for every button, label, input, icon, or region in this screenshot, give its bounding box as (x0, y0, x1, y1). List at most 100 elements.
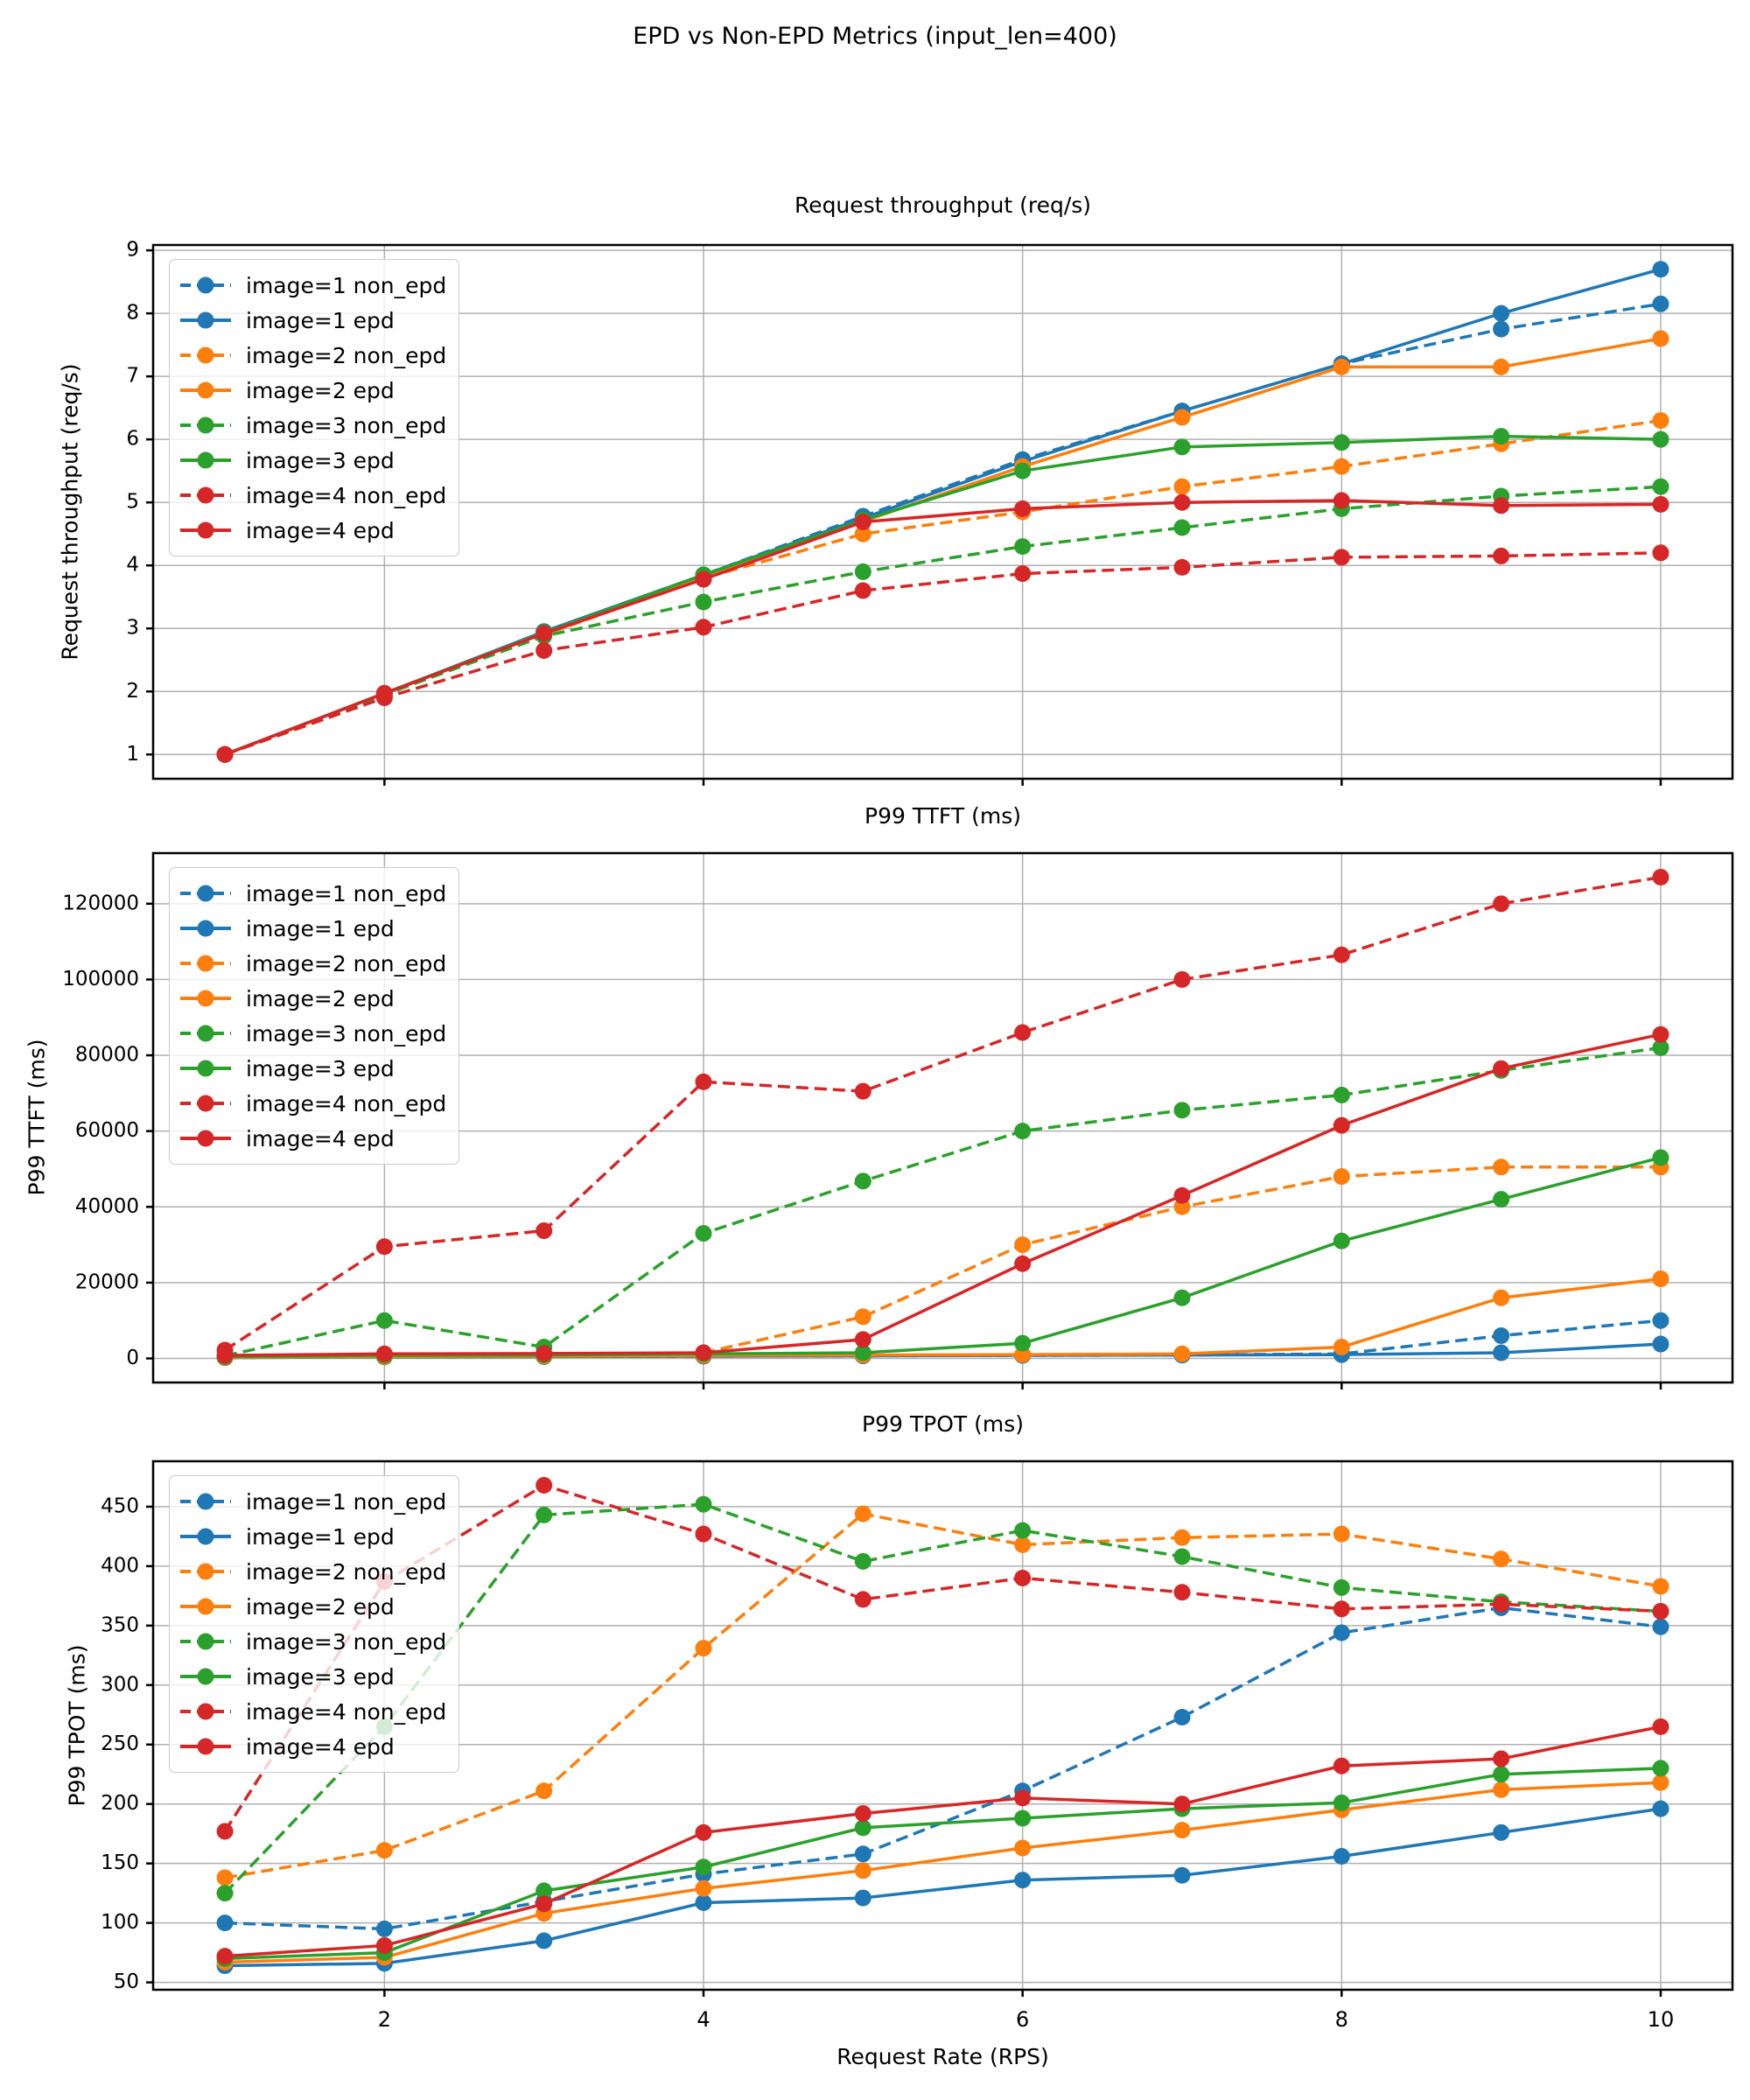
data-point (1493, 1766, 1510, 1783)
data-point (1493, 1158, 1510, 1176)
data-point (695, 1858, 712, 1876)
legend-entry: image=3 non_epd (178, 1016, 446, 1051)
legend-entry: image=3 epd (178, 1659, 446, 1694)
data-point (1014, 1839, 1032, 1857)
data-point (1333, 946, 1350, 963)
data-point (1173, 1708, 1191, 1726)
legend-line-sample-icon (180, 1130, 231, 1147)
legend-marker (197, 486, 214, 504)
tick-marks (146, 902, 1662, 1390)
series-line-image-3-non-epd (224, 485, 1662, 756)
legend-marker (197, 1703, 214, 1720)
data-point (1652, 478, 1670, 495)
data-point (1333, 1339, 1350, 1356)
legend-line-sample-icon (180, 990, 231, 1007)
legend-label: image=3 epd (246, 1055, 395, 1082)
legend-label: image=2 non_epd (246, 1558, 447, 1585)
data-point (854, 1845, 872, 1863)
legend-entry: image=2 epd (178, 981, 446, 1016)
legend-line-sample-icon (180, 1095, 231, 1112)
legend-marker (197, 452, 214, 469)
legend-entry: image=1 epd (178, 1519, 446, 1554)
legend-entry: image=4 non_epd (178, 1694, 446, 1729)
data-point (1652, 1335, 1670, 1353)
data-point (1014, 1569, 1032, 1586)
data-point (695, 1073, 712, 1090)
legend-marker (197, 990, 214, 1007)
data-point (1652, 1039, 1670, 1056)
data-point (536, 1345, 553, 1362)
x-tick-label: 2 (378, 2007, 391, 2032)
legend-line-sample-icon (180, 955, 231, 972)
legend-entry: image=4 non_epd (178, 478, 446, 513)
legend-label: image=1 non_epd (246, 880, 447, 906)
legend-entry: image=1 non_epd (178, 268, 446, 303)
data-point (216, 1823, 234, 1840)
data-point (695, 1640, 712, 1657)
tick-marks (146, 248, 1662, 786)
legend-entry: image=1 epd (178, 911, 446, 946)
data-point (1173, 1198, 1191, 1215)
legend-chart-0: image=1 non_epd image=1 epd image=2 non_ep… (169, 259, 460, 556)
y-axis-label-ttft: P99 TTFT (ms) (24, 1039, 50, 1196)
data-point (1493, 547, 1510, 564)
data-point (854, 1819, 872, 1837)
axes-frame (151, 851, 1734, 1384)
legend-marker (197, 276, 214, 294)
legend-line-sample-icon (180, 1025, 231, 1042)
tick-labels: 0 20000 40000 60000 80000 100000 120000 (62, 892, 139, 1369)
data-point (854, 1889, 872, 1907)
y-tick-label: 120000 (62, 892, 139, 914)
series-markers-image-4-epd (216, 1026, 1670, 1364)
data-point (1493, 304, 1510, 322)
legend-line-sample-icon (180, 1633, 231, 1650)
data-point (1173, 1548, 1191, 1565)
y-tick-label: 200 (101, 1792, 139, 1815)
x-axis-label: Request Rate (RPS) (836, 2044, 1049, 2069)
data-point (854, 582, 872, 599)
data-point (1014, 565, 1032, 583)
data-point (1173, 409, 1191, 426)
data-point (1333, 1757, 1350, 1774)
data-point (854, 1505, 872, 1522)
series-markers-image-2-non-epd (216, 1158, 1670, 1366)
series-line-image-4-non-epd (224, 875, 1662, 1352)
data-point (1014, 1522, 1032, 1539)
data-point (1014, 1536, 1032, 1553)
y-tick-label: 350 (101, 1614, 139, 1636)
data-point (695, 619, 712, 636)
legend-chart-2: image=1 non_epd image=1 epd image=2 non_ep… (169, 1475, 460, 1773)
legend-entry: image=1 epd (178, 303, 446, 338)
data-point (1014, 462, 1032, 480)
series-line-image-2-non-epd (224, 1512, 1662, 1880)
y-tick-label: 40000 (75, 1195, 139, 1218)
legend-entry: image=4 non_epd (178, 1086, 446, 1121)
data-point (854, 1805, 872, 1823)
axes-frame (151, 1460, 1734, 1992)
series-line-image-2-non-epd (224, 418, 1662, 756)
legend-label: image=2 non_epd (246, 342, 447, 368)
data-point (1173, 1102, 1191, 1119)
data-point (1333, 1578, 1350, 1596)
y-tick-label: 300 (101, 1673, 139, 1696)
data-point (1652, 295, 1670, 312)
data-point (375, 1238, 393, 1256)
data-point (1333, 1168, 1350, 1186)
legend-entry: image=4 epd (178, 513, 446, 548)
data-point (1173, 519, 1191, 536)
chart-1: 0 20000 40000 60000 80000 100000 120000 (62, 851, 1734, 1390)
legend-entry: image=3 non_epd (178, 408, 446, 443)
data-point (854, 525, 872, 542)
data-point (1652, 330, 1670, 347)
series-markers-image-3-epd (216, 1149, 1670, 1365)
legend-marker (197, 1528, 214, 1545)
legend-label: image=2 non_epd (246, 950, 447, 976)
axes-frame (151, 243, 1734, 780)
data-point (1014, 1123, 1032, 1140)
data-point (1333, 549, 1350, 566)
data-point (695, 1225, 712, 1242)
series-line-image-1-non-epd (224, 1606, 1662, 1931)
tick-labels: 1 2 3 4 5 6 7 8 9 (126, 239, 139, 766)
legend-entry: image=2 epd (178, 1589, 446, 1624)
y-tick-label: 100 (101, 1911, 139, 1934)
